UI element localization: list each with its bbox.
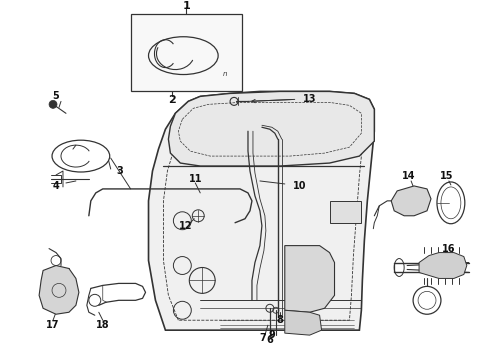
Polygon shape	[330, 201, 362, 223]
Text: 12: 12	[178, 221, 192, 231]
Text: 5: 5	[52, 91, 59, 102]
Text: 14: 14	[402, 171, 416, 181]
Circle shape	[49, 100, 57, 108]
Text: 9: 9	[269, 330, 275, 340]
Bar	[131, 14, 242, 91]
Polygon shape	[285, 246, 335, 312]
Text: 18: 18	[96, 320, 110, 330]
Text: 1: 1	[182, 1, 190, 11]
Text: 15: 15	[440, 171, 454, 181]
Text: n: n	[223, 71, 227, 77]
Polygon shape	[39, 266, 79, 314]
Text: 8: 8	[276, 315, 283, 325]
Text: 17: 17	[46, 320, 60, 330]
Text: 13: 13	[303, 94, 317, 104]
Text: 4: 4	[52, 181, 59, 191]
Text: 7: 7	[260, 333, 266, 343]
Text: 6: 6	[267, 335, 273, 345]
Polygon shape	[148, 91, 374, 330]
Text: 16: 16	[442, 244, 456, 253]
Text: 2: 2	[169, 95, 176, 105]
Text: 10: 10	[293, 181, 306, 191]
Polygon shape	[169, 91, 374, 166]
Text: 11: 11	[189, 174, 202, 184]
Polygon shape	[285, 310, 321, 335]
Polygon shape	[419, 253, 467, 278]
Text: 3: 3	[116, 166, 123, 176]
Polygon shape	[391, 186, 431, 216]
